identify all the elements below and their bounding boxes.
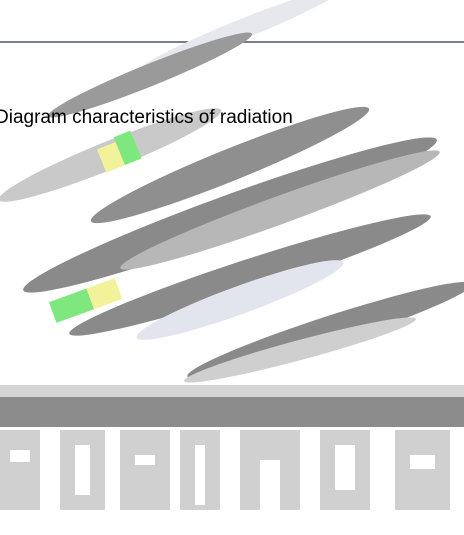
block-gaps: [10, 445, 435, 510]
glitch-art: [0, 0, 464, 510]
streak-color: [96, 141, 125, 173]
band: [0, 385, 464, 397]
streak: [90, 106, 370, 224]
streak: [69, 214, 431, 336]
streak: [120, 150, 440, 270]
streak-color: [113, 130, 142, 166]
band: [0, 397, 464, 427]
streak: [184, 317, 416, 383]
streak: [136, 260, 344, 340]
caption: Diagram characteristics of radiation: [0, 107, 293, 128]
streak: [47, 32, 253, 118]
streak-color: [48, 288, 95, 323]
block-letters: [0, 430, 450, 510]
streak-color: [86, 278, 123, 310]
